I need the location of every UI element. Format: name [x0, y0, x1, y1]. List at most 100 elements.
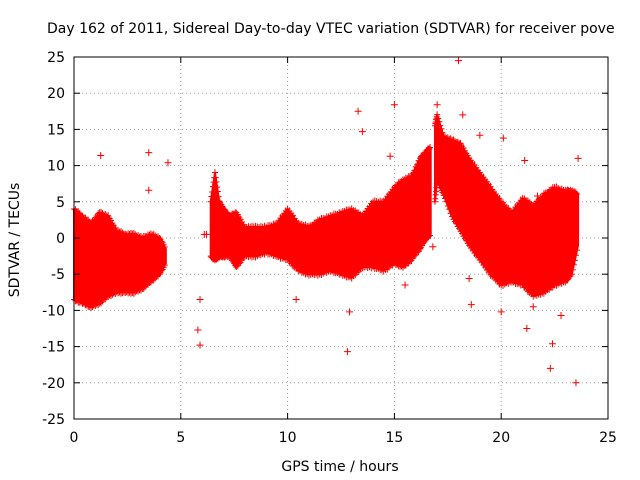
data-point-marker — [161, 244, 168, 251]
data-point-marker — [92, 214, 99, 222]
data-point-marker — [414, 161, 421, 168]
data-point-outlier — [467, 301, 475, 309]
data-point-marker — [567, 272, 574, 280]
data-point-marker — [411, 167, 418, 174]
data-point-marker — [156, 235, 163, 241]
data-point-marker — [434, 111, 441, 118]
data-point-marker — [215, 193, 222, 200]
data-point-marker — [158, 267, 165, 274]
data-point-marker — [109, 219, 116, 227]
data-point-marker — [239, 218, 246, 226]
data-point-marker — [401, 176, 408, 183]
data-point-marker — [158, 238, 165, 245]
data-point-marker — [427, 231, 433, 240]
data-point-outlier — [164, 159, 172, 167]
y-tick-label: -5 — [51, 267, 65, 283]
data-point-marker — [435, 115, 442, 122]
data-point-marker — [98, 208, 105, 217]
data-point-marker — [440, 191, 447, 199]
data-point-marker — [211, 169, 218, 176]
data-point-marker — [209, 182, 216, 191]
data-point-marker — [150, 231, 157, 239]
data-point-marker — [564, 276, 571, 284]
data-point-marker — [117, 228, 124, 236]
data-point-outlier — [572, 379, 580, 387]
y-tick-label: 20 — [47, 86, 65, 102]
data-point-marker — [427, 144, 433, 152]
data-point-marker — [108, 291, 115, 300]
data-point-outlier — [354, 107, 362, 115]
data-point-marker — [236, 260, 243, 267]
data-point-marker — [568, 271, 575, 278]
data-point-marker — [221, 205, 228, 214]
data-point-marker — [156, 271, 163, 278]
data-point-marker — [395, 179, 402, 187]
y-tick-label: -10 — [42, 303, 65, 319]
data-point-marker — [214, 187, 221, 196]
data-point-marker — [451, 137, 458, 145]
data-point-outlier — [476, 131, 484, 139]
data-point-marker — [461, 147, 468, 155]
data-point-marker — [398, 263, 405, 270]
data-point-marker — [404, 174, 411, 182]
data-point-outlier — [459, 111, 467, 119]
data-point-marker — [447, 135, 454, 143]
x-axis-label: GPS time / hours — [281, 459, 398, 475]
data-point-outlier — [97, 151, 105, 159]
x-tick-label: 20 — [492, 430, 510, 446]
data-point-marker — [453, 220, 460, 227]
y-tick-label: 10 — [47, 159, 65, 175]
data-point-marker — [426, 145, 433, 152]
data-point-marker — [437, 122, 444, 129]
data-point-outlier — [465, 275, 473, 283]
data-point-outlier — [194, 326, 202, 334]
data-point-outlier — [196, 341, 204, 349]
x-tick-label: 25 — [599, 430, 617, 446]
data-point-marker — [75, 208, 82, 216]
data-point-marker — [135, 232, 142, 240]
data-point-marker — [420, 240, 427, 247]
data-point-marker — [112, 224, 119, 232]
data-point-marker — [435, 179, 442, 186]
data-point-marker — [454, 138, 461, 146]
x-tick-label: 15 — [385, 430, 403, 446]
data-point-outlier — [196, 296, 204, 304]
x-tick-label: 10 — [279, 430, 297, 446]
data-point-marker — [83, 301, 90, 309]
data-point-outlier — [546, 364, 554, 372]
data-point-marker — [86, 218, 93, 226]
data-point-marker — [572, 251, 579, 259]
data-point-marker — [437, 184, 444, 191]
data-point-marker — [441, 133, 448, 141]
data-point-marker — [447, 209, 454, 218]
data-point-outlier — [343, 348, 351, 356]
data-point-marker — [450, 136, 457, 144]
data-point-marker — [411, 253, 418, 260]
data-point-marker — [394, 261, 401, 268]
data-point-marker — [88, 303, 95, 312]
data-point-marker — [572, 189, 579, 197]
data-point-outlier — [454, 57, 462, 65]
data-point-outlier — [497, 308, 505, 316]
data-point-marker — [439, 189, 446, 196]
data-point-outlier — [548, 340, 556, 348]
data-point-marker — [130, 289, 137, 297]
data-point-outlier — [202, 230, 210, 238]
y-tick-label: 25 — [47, 50, 65, 66]
data-point-marker — [135, 287, 142, 295]
data-point-marker — [150, 276, 157, 284]
axis-ticks: 0 5 10 15 20 25 -25 -20 -15 -10 -5 0 5 10 15 20 25 — [42, 50, 617, 446]
data-point-marker — [443, 198, 450, 205]
data-point-outlier — [429, 243, 437, 251]
data-point-marker — [213, 178, 220, 186]
data-point-marker — [574, 247, 581, 254]
y-tick-label: 5 — [56, 195, 65, 211]
data-point-outlier — [557, 311, 565, 319]
y-tick-label: -15 — [42, 340, 65, 356]
data-point-marker — [102, 211, 109, 219]
data-point-outlier — [499, 134, 507, 142]
data-point-marker — [207, 198, 214, 205]
data-point-marker — [132, 231, 139, 238]
y-axis-label: SDTVAR / TECUs — [7, 183, 23, 298]
